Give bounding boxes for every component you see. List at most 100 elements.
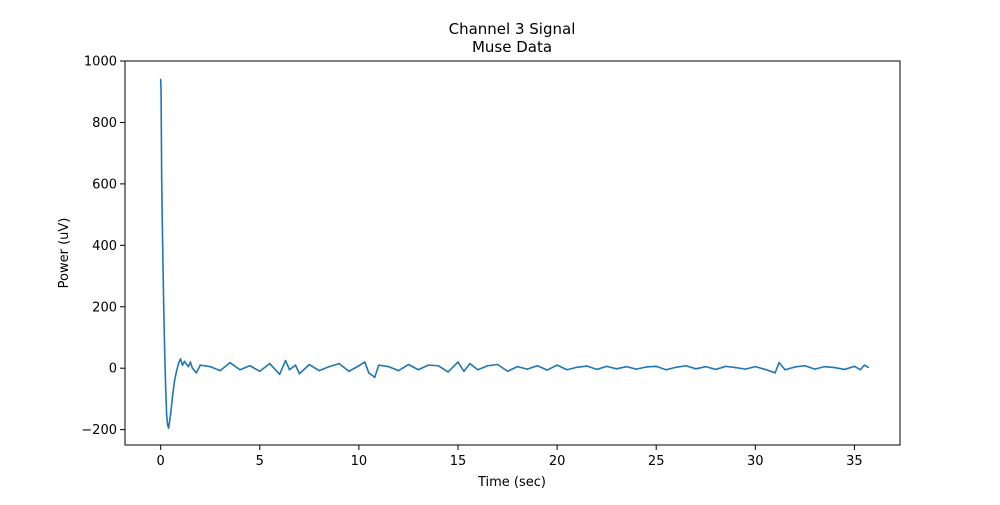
series-point: [348, 370, 350, 373]
series-point: [516, 365, 519, 368]
series-point: [298, 372, 301, 375]
series-point: [407, 363, 410, 366]
series-point: [160, 90, 162, 93]
series-point: [161, 244, 164, 247]
series-point: [181, 364, 184, 366]
series-point: [724, 365, 727, 368]
series-layer: [159, 78, 870, 429]
series-point: [162, 302, 165, 305]
series-point: [794, 366, 796, 368]
series-point: [164, 385, 167, 388]
series-point: [239, 368, 241, 371]
series-point: [179, 358, 182, 360]
series-point: [778, 361, 780, 364]
series-point: [338, 362, 340, 365]
series-point: [191, 367, 194, 370]
y-tick-label: 200: [92, 300, 117, 315]
x-axis-label: Time (sec): [477, 475, 546, 490]
series-point: [165, 413, 168, 416]
series-point: [318, 369, 321, 372]
series-point: [437, 364, 439, 367]
series-point: [364, 361, 366, 363]
series-point: [853, 365, 856, 368]
series-point: [163, 348, 166, 351]
series-point: [635, 368, 638, 370]
y-tick-label: 800: [92, 116, 117, 131]
series-point: [823, 365, 826, 368]
x-axis: 0 5 10 15 20 25 30 35: [157, 445, 863, 469]
y-tick-label: 0: [109, 362, 117, 377]
x-tick-label: 0: [157, 454, 165, 469]
series-point: [288, 368, 291, 371]
y-axis: −200 0 200 400 600 800 1000: [81, 55, 125, 438]
series-point: [714, 368, 717, 371]
series-point: [284, 359, 287, 362]
series-point: [704, 365, 707, 368]
series-point: [546, 369, 548, 371]
series-point: [463, 370, 465, 373]
series-point: [177, 362, 180, 365]
series-point: [457, 361, 459, 363]
x-tick-label: 30: [747, 454, 764, 469]
series-point: [187, 365, 190, 368]
series-point: [328, 365, 330, 368]
series-point: [813, 368, 816, 370]
series-point: [774, 372, 776, 374]
y-axis-label: Power (uV): [57, 218, 72, 289]
x-tick-label: 10: [351, 454, 368, 469]
series-point: [804, 364, 806, 367]
series-point: [397, 369, 400, 372]
series-point: [373, 376, 376, 379]
series-point: [595, 368, 598, 371]
series-point: [655, 365, 657, 368]
series-point: [625, 365, 628, 368]
series-point: [189, 361, 192, 363]
series-point: [486, 364, 489, 367]
series-point: [496, 363, 499, 366]
series-point: [159, 78, 162, 81]
series-point: [605, 365, 608, 368]
series-point: [219, 369, 221, 372]
series-point: [171, 395, 174, 397]
series-point: [209, 365, 212, 368]
chart-title: Channel 3 Signal: [449, 20, 576, 38]
chart-subtitle: Muse Data: [472, 38, 552, 56]
x-tick-label: 20: [549, 454, 566, 469]
series-point: [249, 364, 251, 367]
series-point: [160, 176, 163, 179]
series-point: [784, 368, 786, 371]
y-tick-label: −200: [81, 423, 117, 438]
series-point: [183, 360, 186, 363]
series-point: [278, 373, 281, 376]
series-point: [586, 365, 588, 367]
series-point: [447, 371, 449, 373]
y-tick-label: 600: [92, 177, 117, 192]
x-tick-label: 5: [256, 454, 264, 469]
series-point: [368, 372, 370, 374]
series-point: [863, 364, 866, 366]
series-point: [734, 366, 737, 369]
series-point: [536, 364, 539, 367]
series-point: [195, 372, 198, 374]
series-point: [665, 368, 667, 371]
series-point: [308, 363, 311, 366]
series-point: [477, 368, 479, 371]
series-point: [867, 366, 870, 369]
x-tick-label: 15: [450, 454, 467, 469]
series-point: [685, 364, 687, 367]
x-tick-label: 25: [648, 454, 665, 469]
series-point: [417, 368, 420, 371]
series-point: [576, 366, 578, 369]
series-line-0: [159, 79, 869, 429]
series-point: [294, 364, 297, 366]
series-point: [526, 368, 529, 370]
x-tick-label: 35: [846, 454, 863, 469]
series-point: [675, 366, 677, 369]
series-point: [469, 362, 471, 365]
series-point: [744, 368, 747, 370]
series-point: [161, 219, 164, 222]
series-point: [199, 364, 202, 366]
series-point: [556, 364, 558, 366]
